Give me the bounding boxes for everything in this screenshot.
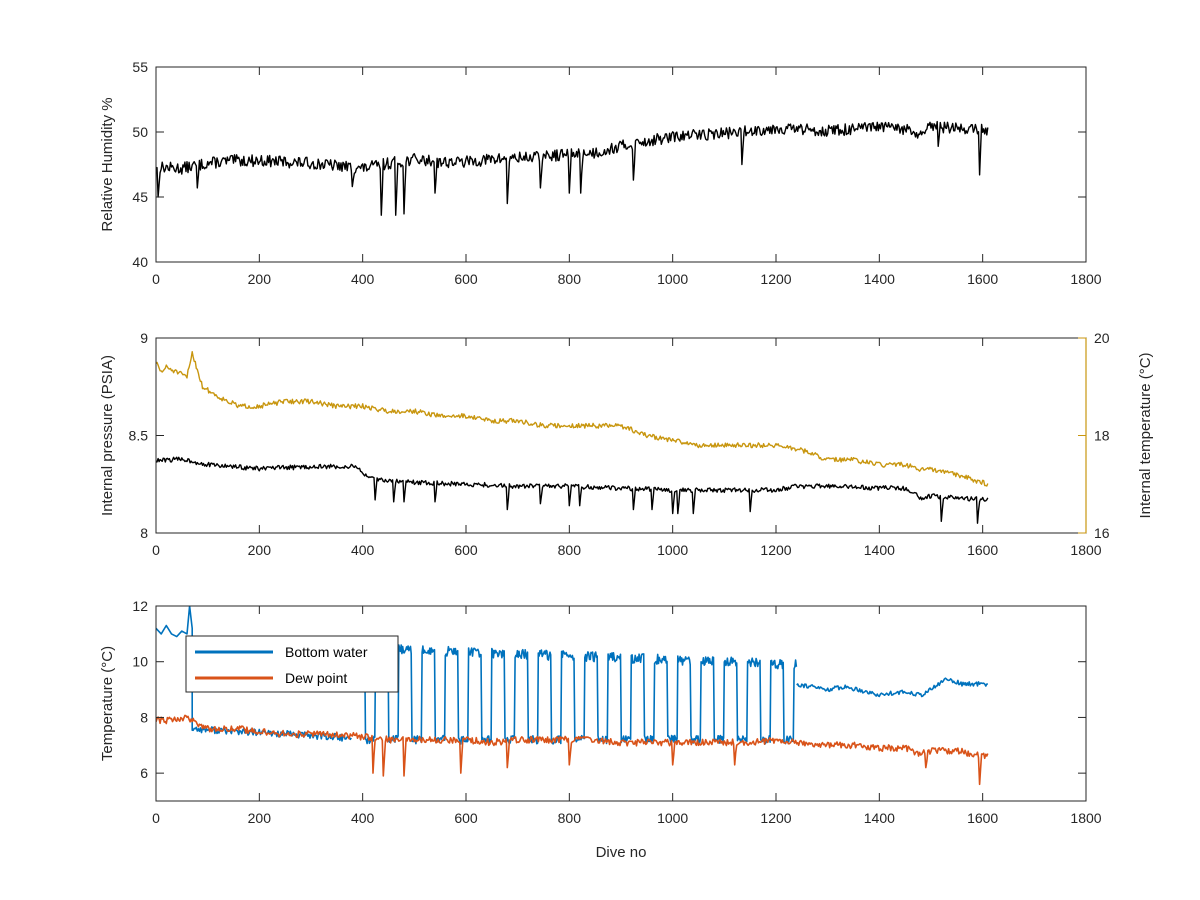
x-tick-label: 600 (454, 810, 478, 826)
humidity-panel: 0 200 400 600 800 1000 1200 1400 1600 1800 40 45 50… (99, 59, 1102, 287)
x-tick-label: 1000 (657, 810, 688, 826)
internal-temp-y-axis-label: Internal temperature (°C) (1137, 352, 1154, 518)
legend-label-dew-point: Dew point (285, 670, 347, 686)
series-line-relative-humidity (156, 120, 989, 216)
x-tick-label: 1600 (967, 810, 998, 826)
temperature-x-ticks: 0 200 400 600 800 1000 1200 1400 1600 1800 (152, 606, 1102, 826)
humidity-y-axis-label: Relative Humidity % (99, 97, 116, 231)
x-axis-label: Dive no (596, 844, 647, 861)
pressure-y-axis-label: Internal pressure (PSIA) (99, 355, 116, 516)
series-line-internal-pressure (156, 456, 989, 524)
legend-box (185, 635, 399, 693)
y-right-tick-label: 16 (1094, 525, 1110, 541)
y-tick-label: 10 (132, 654, 148, 670)
x-tick-label: 1400 (864, 542, 895, 558)
x-tick-label: 200 (248, 810, 272, 826)
y-tick-label: 12 (132, 598, 148, 614)
temperature-y-axis-label: Temperature (°C) (99, 646, 116, 761)
x-tick-label: 600 (454, 271, 478, 287)
pressure-plot-area (156, 351, 989, 524)
x-tick-label: 400 (351, 810, 375, 826)
internal-temp-y-ticks: 16 18 20 (1078, 330, 1110, 541)
humidity-plot-area (156, 120, 989, 216)
humidity-axes-frame (155, 66, 1087, 263)
x-tick-label: 1200 (760, 542, 791, 558)
x-tick-label: 200 (248, 271, 272, 287)
humidity-y-ticks: 40 45 50 55 (132, 59, 1086, 270)
y-tick-label: 8 (140, 525, 148, 541)
pressure-y-ticks: 88.59 (129, 330, 164, 541)
temperature-plot-area (156, 606, 989, 786)
x-tick-label: 800 (558, 542, 582, 558)
y-right-tick-label: 18 (1094, 428, 1110, 444)
pressure-panel: 0 200 400 600 800 1000 1200 1400 1600 1800 88.59 … (99, 330, 1154, 558)
x-tick-label: 800 (558, 271, 582, 287)
x-tick-label: 200 (248, 542, 272, 558)
x-tick-label: 400 (351, 542, 375, 558)
y-tick-label: 45 (132, 189, 148, 205)
x-tick-label: 1000 (657, 271, 688, 287)
x-tick-label: 400 (351, 271, 375, 287)
x-tick-label: 800 (558, 810, 582, 826)
temperature-panel: 0 200 400 600 800 1000 1200 1400 1600 1800 6 8 10 12… (99, 598, 1102, 861)
series-line-internal-temperature (156, 351, 989, 487)
series-line-dew-point (156, 714, 989, 786)
y-tick-label: 8 (140, 709, 148, 725)
pressure-x-ticks: 0 200 400 600 800 1000 1200 1400 1600 1800 (152, 338, 1102, 558)
temperature-y-ticks: 6 8 10 12 (132, 598, 1086, 781)
x-tick-label: 0 (152, 542, 160, 558)
x-tick-label: 1200 (760, 271, 791, 287)
x-tick-label: 1800 (1070, 810, 1101, 826)
y-tick-label: 8.5 (129, 428, 149, 444)
x-tick-label: 1200 (760, 810, 791, 826)
y-tick-label: 40 (132, 254, 148, 270)
x-tick-label: 1600 (967, 271, 998, 287)
x-tick-label: 0 (152, 271, 160, 287)
y-tick-label: 50 (132, 124, 148, 140)
y-right-tick-label: 20 (1094, 330, 1110, 346)
humidity-x-ticks: 0 200 400 600 800 1000 1200 1400 1600 1800 (152, 67, 1102, 287)
y-tick-label: 6 (140, 765, 148, 781)
x-tick-label: 1000 (657, 542, 688, 558)
y-tick-label: 55 (132, 59, 148, 75)
x-tick-label: 1800 (1070, 542, 1101, 558)
x-tick-label: 600 (454, 542, 478, 558)
temperature-axes-frame (155, 605, 1087, 802)
x-tick-label: 1400 (864, 271, 895, 287)
legend: Bottom water Dew point (185, 635, 399, 693)
y-tick-label: 9 (140, 330, 148, 346)
x-tick-label: 1800 (1070, 271, 1101, 287)
legend-label-bottom-water: Bottom water (285, 644, 368, 660)
x-tick-label: 1600 (967, 542, 998, 558)
x-tick-label: 1400 (864, 810, 895, 826)
x-tick-label: 0 (152, 810, 160, 826)
